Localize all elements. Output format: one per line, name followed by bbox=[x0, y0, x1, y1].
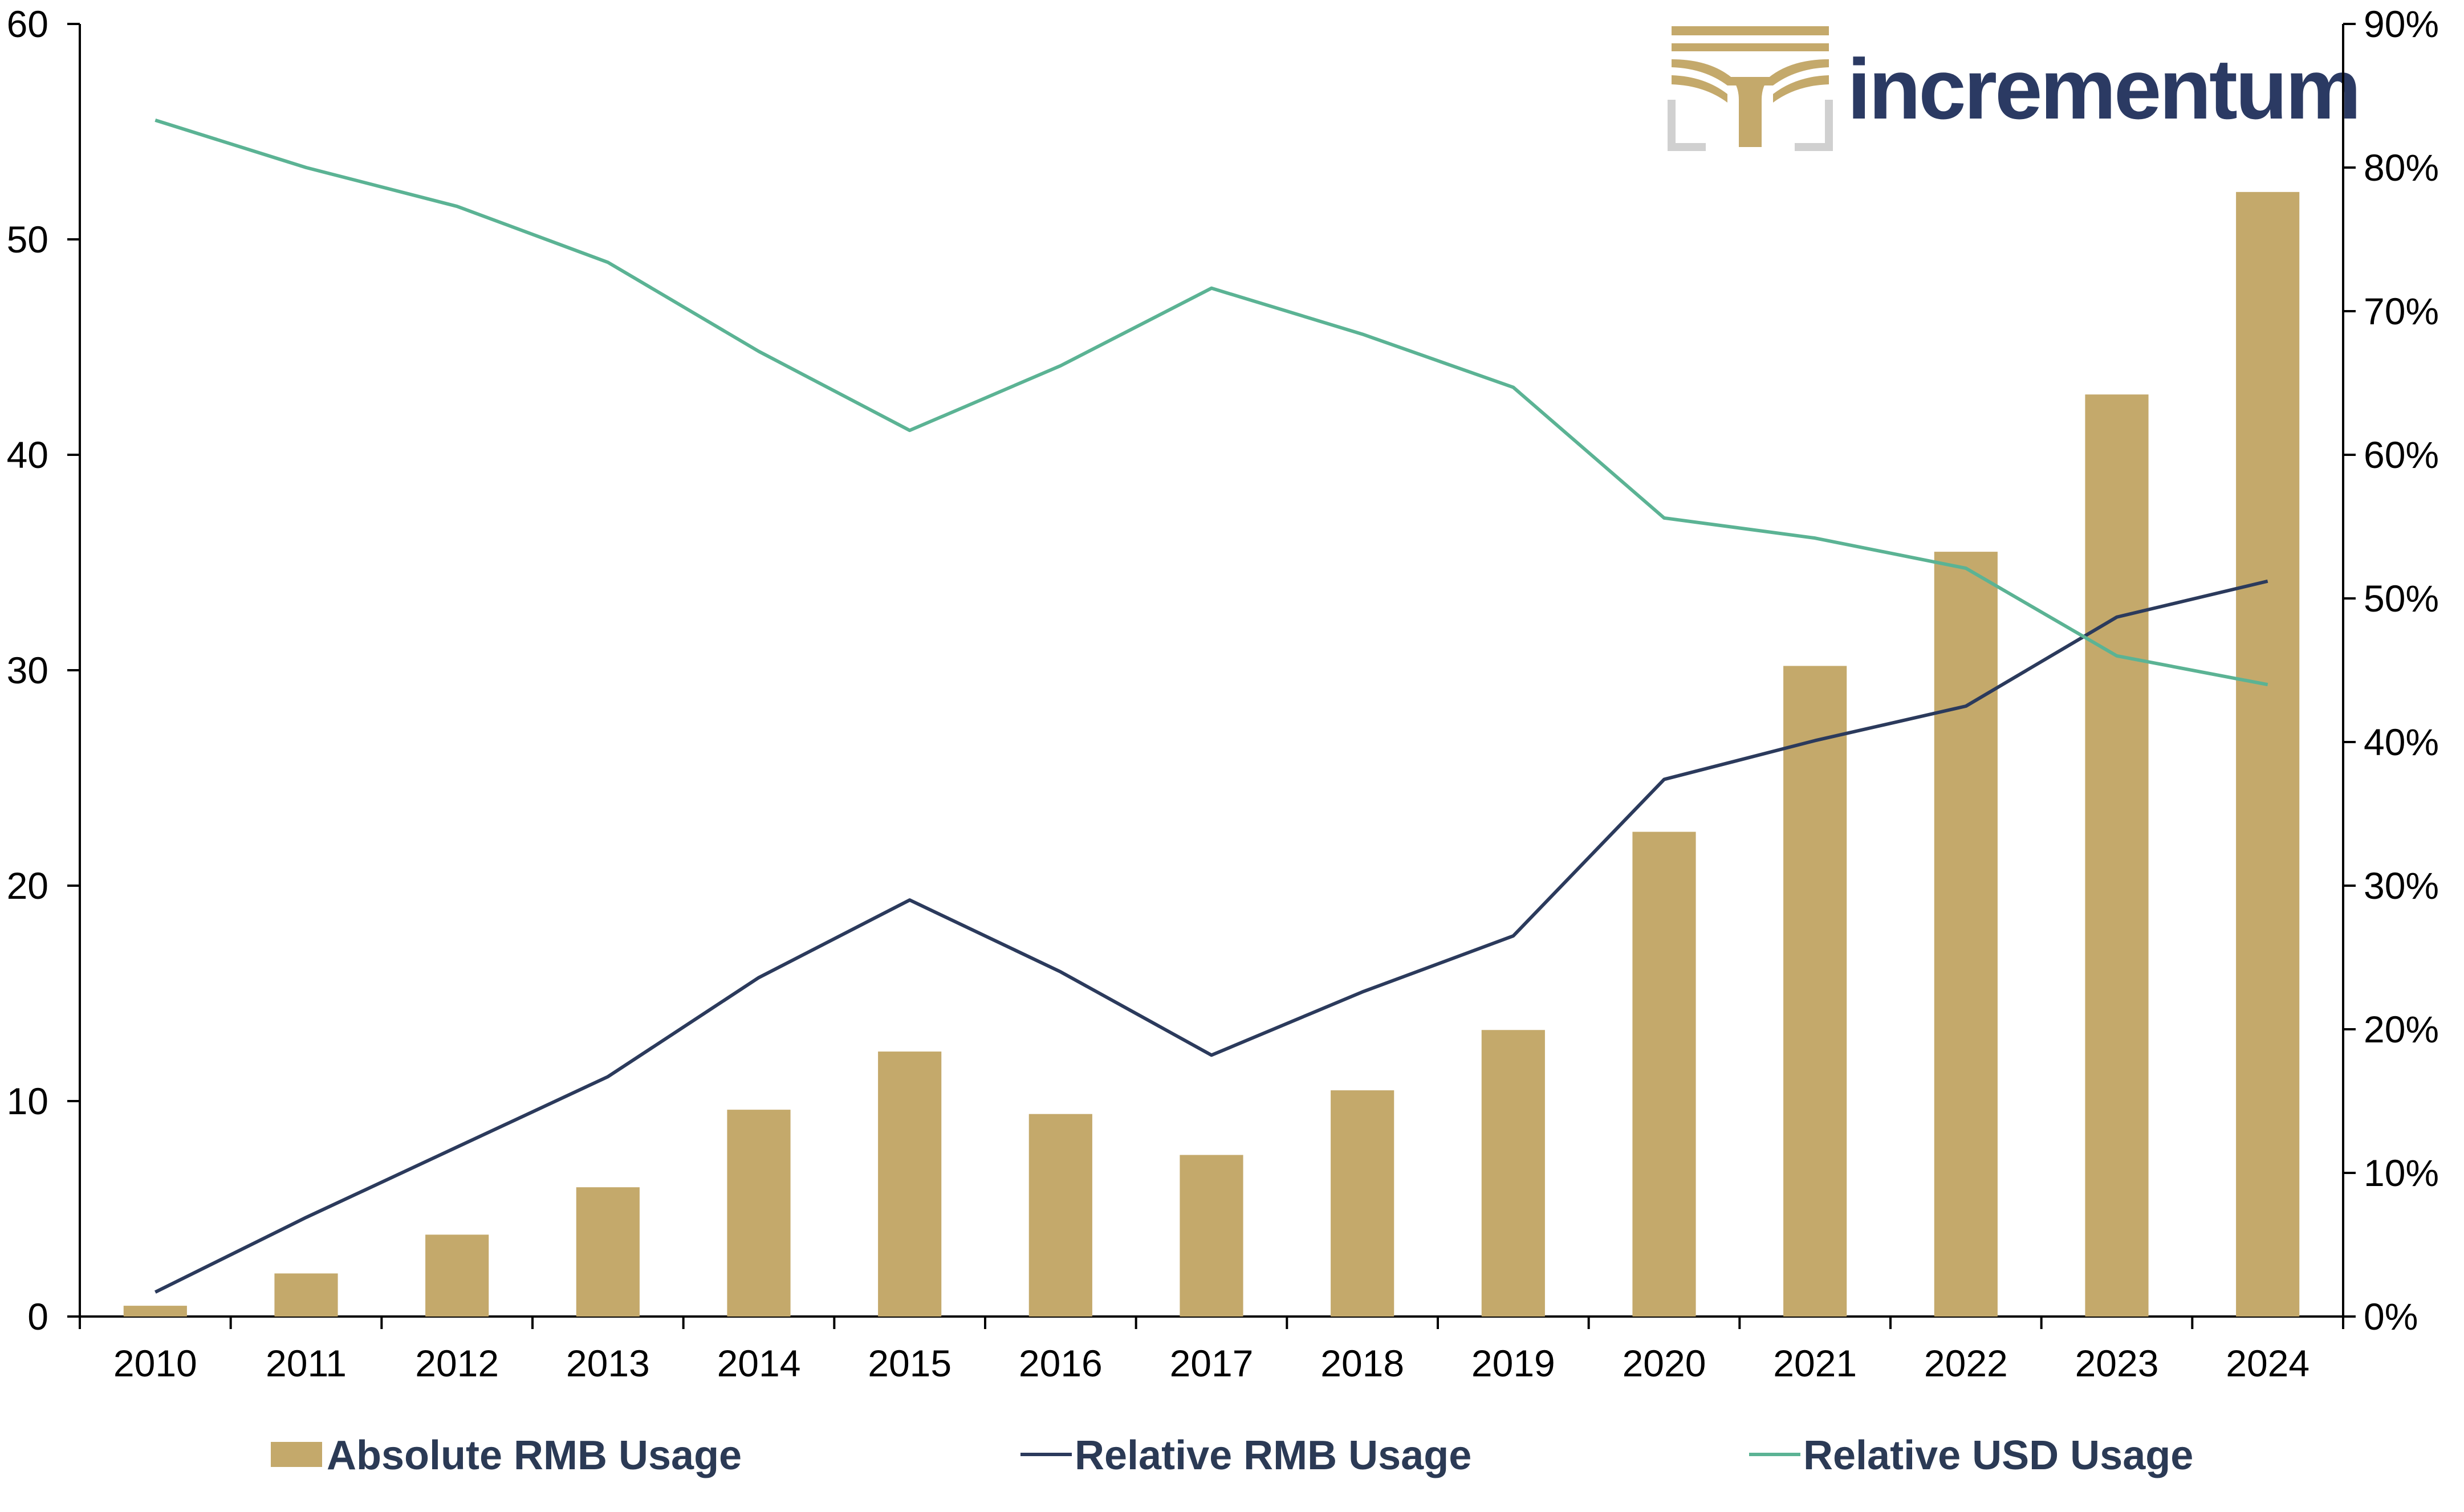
bar-2011 bbox=[274, 1273, 338, 1317]
x-tick-label: 2010 bbox=[113, 1342, 197, 1384]
x-tick-label: 2024 bbox=[2226, 1342, 2310, 1384]
legend-label-relative-usd: Relative USD Usage bbox=[1803, 1433, 2193, 1478]
legend-swatch-absolute-rmb bbox=[271, 1442, 322, 1467]
legend-label-absolute-rmb: Absolute RMB Usage bbox=[327, 1433, 742, 1478]
bar-2018 bbox=[1331, 1090, 1394, 1317]
line-relative-usd-usage bbox=[154, 118, 2268, 687]
y-axis-right-ticks: 0% 10% 20% 30% 40% 50% 60% 70% 80% 90% bbox=[2343, 3, 2439, 1338]
bar-series-absolute-rmb bbox=[123, 191, 2300, 1317]
y-right-tick-label: 30% bbox=[2364, 865, 2439, 907]
y-right-tick-label: 70% bbox=[2364, 290, 2439, 332]
line-relative-rmb-usage bbox=[154, 579, 2268, 1294]
bar-2014 bbox=[727, 1110, 791, 1317]
bar-2015 bbox=[878, 1052, 942, 1317]
bar-2020 bbox=[1632, 832, 1696, 1317]
incrementum-logo: incrementum bbox=[1668, 26, 2361, 151]
x-tick-label: 2012 bbox=[415, 1342, 499, 1384]
bar-2013 bbox=[576, 1187, 640, 1317]
bar-2012 bbox=[425, 1234, 489, 1317]
bar-2016 bbox=[1028, 1114, 1092, 1317]
bar-2010 bbox=[123, 1306, 187, 1317]
y-right-tick-label: 80% bbox=[2364, 146, 2439, 189]
legend-label-relative-rmb: Relative RMB Usage bbox=[1075, 1433, 1471, 1478]
y-left-tick-label: 0 bbox=[27, 1295, 48, 1338]
y-left-tick-label: 60 bbox=[7, 3, 48, 45]
legend: Absolute RMB Usage Relative RMB Usage Re… bbox=[271, 1433, 2193, 1478]
y-right-tick-label: 50% bbox=[2364, 577, 2439, 620]
y-left-tick-label: 40 bbox=[7, 434, 48, 476]
y-left-tick-label: 20 bbox=[7, 865, 48, 907]
x-tick-label: 2013 bbox=[566, 1342, 650, 1384]
x-tick-label: 2021 bbox=[1773, 1342, 1857, 1384]
bar-2024 bbox=[2236, 191, 2300, 1317]
y-axis-left-ticks: 0 10 20 30 40 50 60 bbox=[7, 3, 80, 1338]
y-right-tick-label: 90% bbox=[2364, 3, 2439, 45]
bar-2022 bbox=[1934, 552, 1998, 1317]
brand-name: incrementum bbox=[1847, 41, 2359, 137]
y-right-tick-label: 10% bbox=[2364, 1152, 2439, 1194]
bar-2019 bbox=[1481, 1030, 1545, 1317]
bar-2021 bbox=[1783, 666, 1847, 1317]
x-tick-label: 2014 bbox=[717, 1342, 801, 1384]
x-tick-label: 2019 bbox=[1471, 1342, 1555, 1384]
y-left-tick-label: 10 bbox=[7, 1080, 48, 1122]
y-right-tick-label: 40% bbox=[2364, 721, 2439, 763]
x-tick-label: 2016 bbox=[1019, 1342, 1103, 1384]
bar-2023 bbox=[2085, 394, 2149, 1317]
x-tick-label: 2023 bbox=[2075, 1342, 2159, 1384]
x-tick-label: 2022 bbox=[1924, 1342, 2008, 1384]
x-tick-label: 2017 bbox=[1170, 1342, 1254, 1384]
y-right-tick-label: 20% bbox=[2364, 1008, 2439, 1050]
x-axis-ticks: 2010 2011 2012 2013 2014 2015 2016 2017 2018 2019… bbox=[79, 1317, 2344, 1384]
y-right-tick-label: 60% bbox=[2364, 434, 2439, 476]
line-series bbox=[154, 118, 2268, 1294]
x-tick-label: 2020 bbox=[1623, 1342, 1706, 1384]
tree-icon bbox=[1668, 26, 1833, 151]
y-left-tick-label: 30 bbox=[7, 649, 48, 691]
x-tick-label: 2018 bbox=[1320, 1342, 1404, 1384]
x-tick-label: 2011 bbox=[266, 1342, 347, 1384]
x-tick-label: 2015 bbox=[868, 1342, 952, 1384]
y-left-tick-label: 50 bbox=[7, 218, 48, 260]
bar-2017 bbox=[1180, 1155, 1243, 1317]
y-right-tick-label: 0% bbox=[2364, 1295, 2418, 1338]
